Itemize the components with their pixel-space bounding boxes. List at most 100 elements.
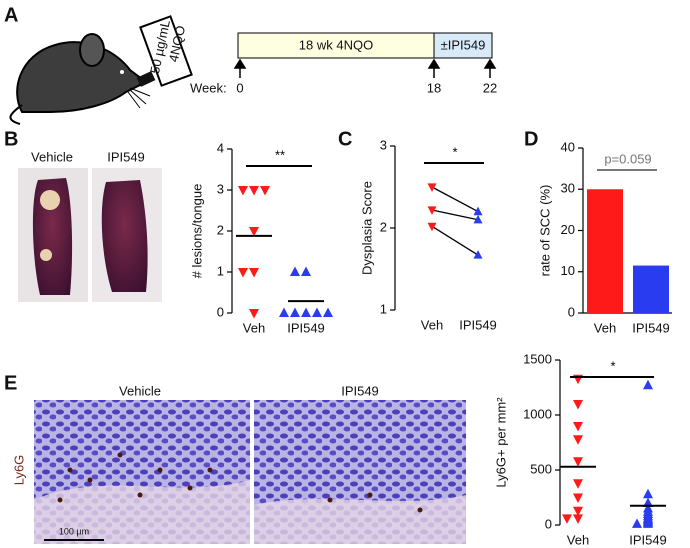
pair-line (431, 225, 479, 256)
data-point (238, 268, 248, 278)
data-point (249, 268, 259, 278)
data-point (279, 307, 289, 317)
x-tick-label: Veh (243, 320, 265, 335)
data-point (260, 186, 270, 196)
y-tick-label: 500 (530, 461, 552, 476)
phase-label: 18 wk 4NQO (299, 37, 373, 52)
y-tick-label: 2 (217, 222, 224, 237)
timeline-arrows (233, 58, 497, 78)
y-tick-label: 3 (217, 181, 224, 196)
data-point (249, 186, 259, 196)
panel-letter: A (4, 4, 18, 26)
data-point (473, 250, 483, 259)
y-axis-label: # lesions/tongue (189, 184, 204, 279)
stain-label: Ly6G (11, 455, 26, 486)
y-tick-label: 1 (380, 301, 387, 316)
x-tick-label: Veh (421, 317, 443, 332)
data-point (249, 309, 259, 319)
data-point (427, 206, 437, 215)
bar (587, 189, 623, 313)
data-point (249, 227, 259, 237)
ly6g-cells (57, 452, 423, 513)
y-tick-label: 20 (561, 222, 575, 237)
data-point (573, 479, 583, 489)
data-point (301, 307, 311, 317)
week: 22 (483, 80, 497, 95)
y-axis-label: Ly6G+ per mm² (493, 397, 508, 488)
data-point (573, 422, 583, 432)
y-tick-label: 30 (561, 181, 575, 196)
y-tick-label: 1000 (523, 406, 552, 421)
tongue (101, 180, 148, 292)
data-point (573, 493, 583, 503)
data-point (427, 183, 437, 192)
significance-label: ** (275, 147, 285, 162)
y-tick-label: 4 (217, 140, 224, 155)
data-point (573, 400, 583, 410)
data-point (427, 222, 437, 232)
data-point (573, 457, 583, 467)
stroma (254, 495, 466, 544)
y-tick-label: 1500 (523, 351, 552, 366)
scale-bar-label: 100 µm (59, 526, 89, 536)
data-point (238, 186, 248, 196)
data-point (573, 435, 583, 445)
data-point (573, 514, 583, 524)
image-label: IPI549 (341, 383, 379, 398)
pair-line (431, 186, 479, 213)
data-point (562, 514, 572, 524)
data-point (643, 488, 653, 499)
y-tick-label: 0 (545, 516, 552, 531)
image-label: Vehicle (119, 383, 161, 398)
x-tick-label: IPI549 (632, 320, 670, 335)
x-tick-label: Veh (567, 532, 589, 547)
y-tick-label: 1 (217, 263, 224, 278)
week-label: Week: (190, 80, 227, 95)
significance-label: * (610, 358, 615, 373)
x-tick-label: IPI549 (459, 317, 497, 332)
x-tick-label: IPI549 (287, 320, 325, 335)
data-point (632, 518, 642, 528)
x-tick-label: Veh (594, 320, 616, 335)
significance-label: p=0.059 (604, 151, 651, 166)
data-point (573, 506, 583, 517)
data-point (643, 379, 653, 390)
data-point (290, 266, 300, 276)
panel-letter: C (338, 128, 352, 150)
y-axis-label: Dysplasia Score (359, 181, 374, 275)
data-point (473, 206, 483, 216)
panel-letter: E (4, 372, 17, 394)
photo-label: Vehicle (31, 149, 73, 164)
y-tick-label: 0 (217, 304, 224, 319)
timeline-phase (433, 32, 493, 59)
y-tick-label: 10 (561, 263, 575, 278)
data-point (290, 307, 300, 317)
y-tick-label: 0 (568, 304, 575, 319)
x-tick-label: IPI549 (629, 532, 667, 547)
week: 0 (236, 80, 243, 95)
lesion (40, 249, 52, 261)
lesion (40, 190, 60, 210)
panel-letter: B (4, 128, 18, 150)
photo-label: IPI549 (107, 149, 145, 164)
mouse-illustration (9, 15, 193, 125)
data-point (323, 307, 333, 317)
data-point (473, 214, 483, 224)
stroma (34, 480, 250, 544)
y-tick-label: 3 (380, 137, 387, 152)
data-point (643, 497, 653, 507)
y-axis-label: rate of SCC (%) (537, 185, 552, 277)
week: 18 (427, 80, 441, 95)
data-point (301, 266, 311, 276)
data-point (643, 518, 653, 528)
significance-label: * (452, 144, 457, 159)
phase-label: ±IPI549 (441, 37, 486, 52)
y-tick-label: 40 (561, 139, 575, 154)
pair-line (431, 209, 479, 221)
panel-letter: D (524, 128, 538, 150)
bar (633, 265, 669, 313)
tongue (32, 178, 73, 295)
y-tick-label: 2 (380, 219, 387, 234)
drug-label: 4NQO (166, 24, 188, 63)
